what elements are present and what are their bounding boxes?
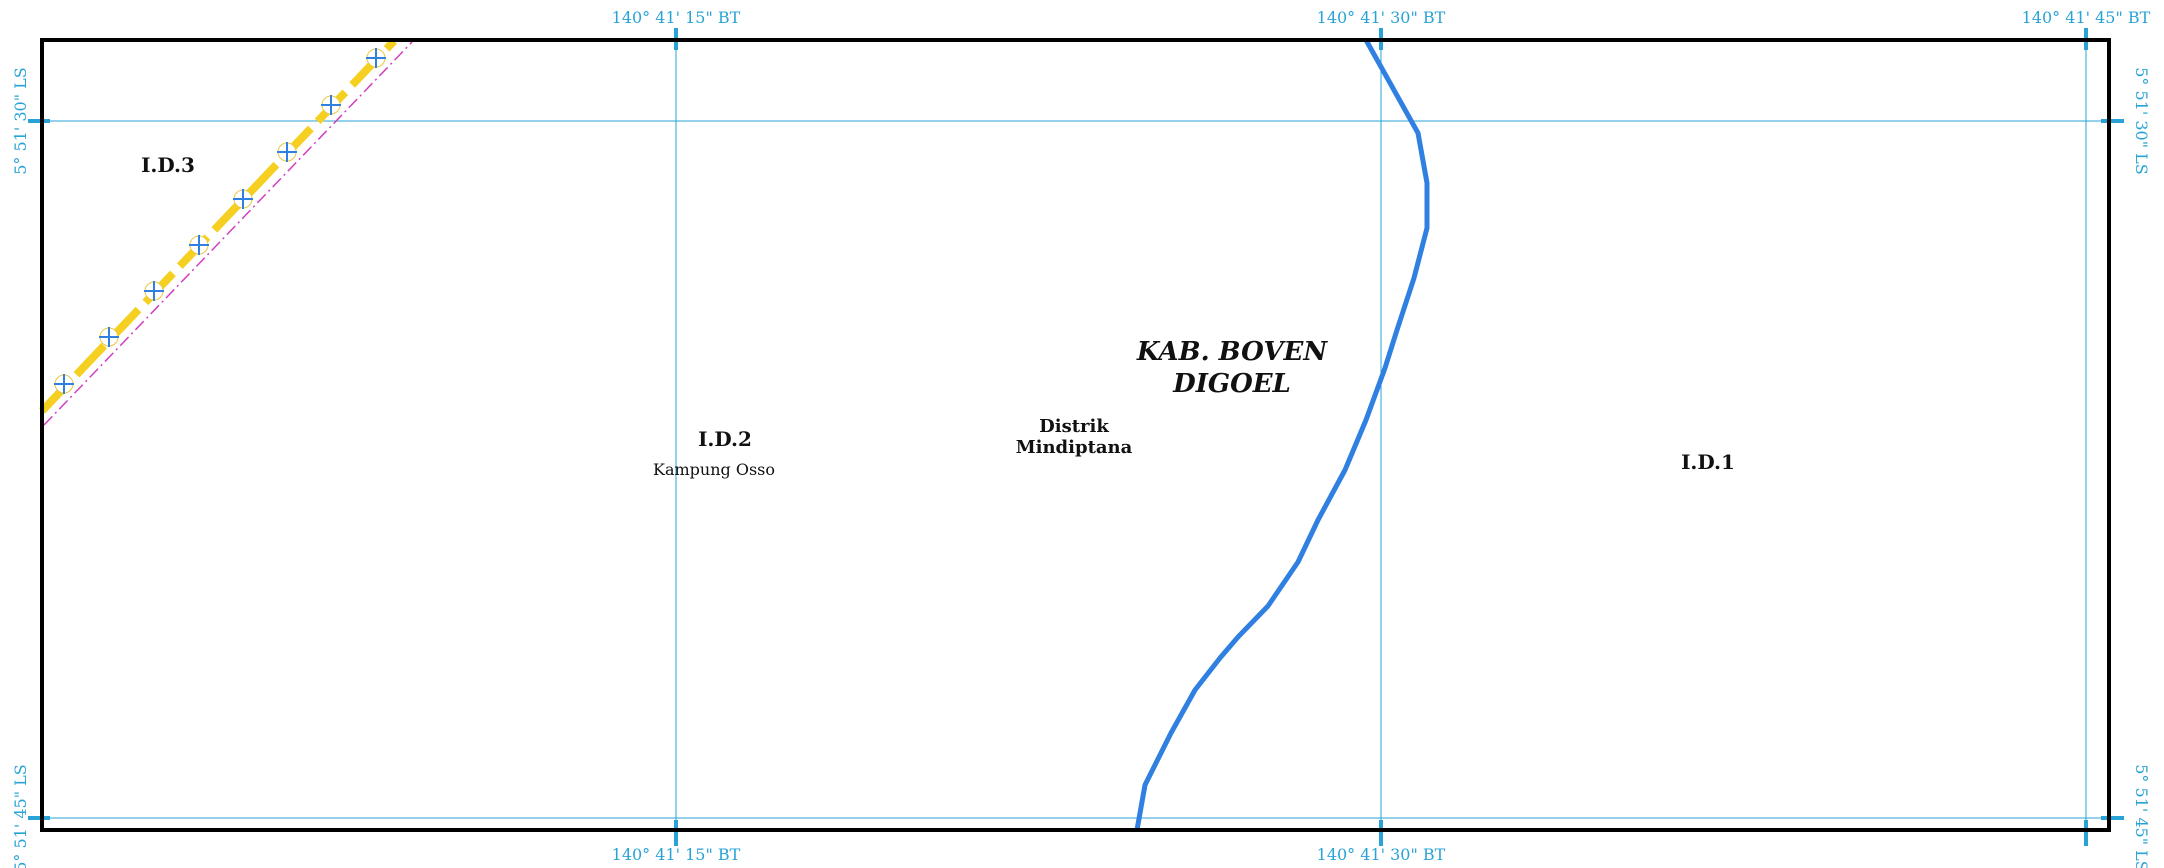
plus-circle-icon [189, 235, 209, 255]
boundary-markers [54, 48, 386, 394]
lon-label-top-3: 140° 41' 45" BT [2022, 8, 2151, 27]
lon-label-bottom-1: 140° 41' 15" BT [612, 845, 741, 864]
lon-label-bottom-2: 140° 41' 30" BT [1317, 845, 1446, 864]
lat-label-left-2: 5° 51' 45" LS [11, 764, 30, 868]
offset-boundary-line [43, 41, 413, 426]
zone-label-id1: I.D.1 [1681, 450, 1735, 474]
map-frame [40, 38, 2111, 832]
regency-label-line2: DIGOEL [1172, 369, 1291, 399]
plus-circle-icon [54, 374, 74, 394]
graticule [42, 40, 2109, 830]
regency-label-line1: KAB. BOVEN [1136, 337, 1328, 367]
plus-circle-icon [99, 327, 119, 347]
plus-circle-icon [366, 48, 386, 68]
plus-circle-icon [144, 281, 164, 301]
village-label: Kampung Osso [653, 460, 775, 479]
zone-label-id2: I.D.2 [698, 427, 752, 451]
district-label-line1: Distrik [1039, 416, 1109, 437]
plus-circle-icon [321, 95, 341, 115]
river [1134, 38, 1430, 831]
lon-label-top-2: 140° 41' 30" BT [1317, 8, 1446, 27]
plus-circle-icon [233, 189, 253, 209]
plus-circle-icon [277, 142, 297, 162]
lat-label-right-2: 5° 51' 45" LS [2132, 764, 2151, 868]
lat-label-right-1: 5° 51' 30" LS [2132, 67, 2151, 175]
administrative-boundary-line [39, 38, 397, 414]
lat-label-left-1: 5° 51' 30" LS [11, 67, 30, 175]
district-label-line2: Mindiptana [1016, 437, 1133, 458]
lon-label-top-1: 140° 41' 15" BT [612, 8, 741, 27]
zone-label-id3: I.D.3 [141, 153, 195, 177]
